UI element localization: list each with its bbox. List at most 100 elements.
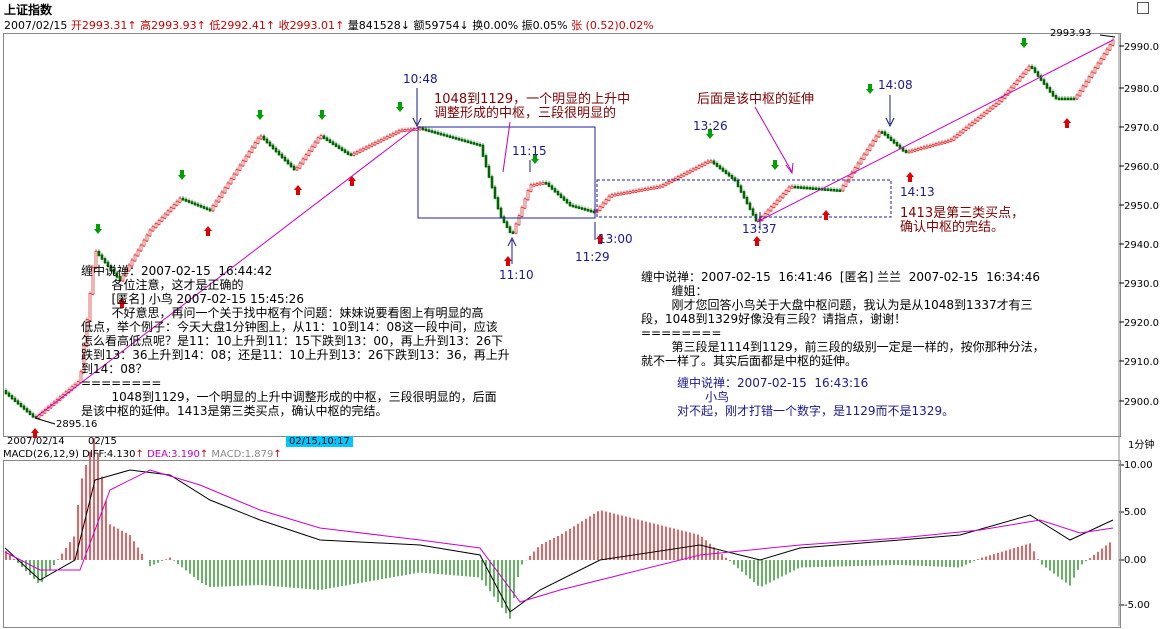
candle-body [499, 207, 503, 218]
candle-body [607, 195, 611, 201]
candle-body [556, 190, 560, 196]
candle-body [238, 164, 242, 171]
candle-body [553, 188, 557, 193]
candle-body [658, 185, 662, 189]
candle-body [661, 184, 665, 188]
macd-value: 1.879 [244, 449, 274, 460]
time-label-1408: 14:08 [878, 78, 913, 92]
candle-body [1096, 62, 1100, 69]
candle-body [637, 189, 641, 193]
candle-body [229, 178, 233, 185]
candle-body [1042, 79, 1046, 85]
candle-body [451, 136, 455, 139]
candle-body [16, 400, 20, 405]
candle-body [82, 345, 86, 373]
axis-tick: 2910.0 [1124, 357, 1159, 368]
candle-body [550, 185, 554, 190]
candle-body [859, 158, 863, 165]
candle-body [424, 128, 428, 132]
candle-body [268, 141, 272, 147]
sell-signal-icon [178, 170, 186, 180]
candle-body [457, 137, 461, 141]
buy-signal-icon [204, 226, 212, 236]
axis-tick: 2900.0 [1124, 397, 1159, 408]
candle-body [877, 131, 881, 138]
macd-panel[interactable] [3, 460, 1121, 628]
candle-body [394, 131, 398, 135]
sell-signal-icon [256, 110, 264, 120]
candle-body [1012, 83, 1016, 89]
trend-line-1 [34, 127, 416, 419]
candle-body [544, 182, 548, 185]
candle-body [961, 129, 965, 134]
reply-body: 对不起，刚才打错一个数字，是1129而不是1329。 [677, 404, 955, 418]
macd-tick: 10.00 [1124, 460, 1153, 471]
candle-body [913, 149, 917, 152]
candle-body [295, 166, 299, 171]
macd-tick: 5.00 [1124, 507, 1147, 518]
candle-body [964, 126, 968, 131]
high-value: 2993.93 [151, 19, 197, 32]
candle-body [208, 208, 212, 212]
buy-signal-icon [31, 428, 39, 438]
candle-body [31, 413, 35, 418]
candle-body [106, 261, 110, 267]
candle-body [856, 162, 860, 169]
diff-line [4, 469, 1114, 613]
candle-body [139, 244, 143, 252]
period-selector[interactable]: 1分钟 [1128, 440, 1155, 451]
candle-body [97, 250, 101, 257]
candle-body [970, 122, 974, 127]
candle-body [28, 410, 32, 415]
candle-body [445, 134, 449, 138]
axis-tick: 2980.0 [1124, 84, 1159, 95]
candle-body [1018, 76, 1022, 82]
candle-body [1030, 65, 1034, 69]
candle-body [262, 135, 266, 141]
candle-body [358, 149, 362, 153]
candle-body [418, 127, 422, 131]
candle-body [616, 193, 620, 196]
candle-body [1081, 85, 1085, 92]
candle-body [823, 188, 827, 191]
candle-body [337, 145, 341, 149]
candle-body [94, 250, 98, 269]
candle-body [928, 145, 932, 148]
candle-body [799, 186, 803, 189]
candle-body [205, 207, 209, 211]
date-label: 2007/02/14 [7, 436, 65, 447]
candle-body [706, 160, 710, 164]
candle-body [448, 135, 452, 138]
candle-body [682, 173, 686, 177]
open-value: 2993.31 [81, 19, 128, 32]
candle-body [481, 144, 485, 157]
maximize-icon[interactable] [1137, 2, 1149, 14]
candle-body [364, 146, 368, 150]
candle-body [88, 293, 92, 321]
axis-tick: 2960.0 [1124, 162, 1159, 173]
candle-body [793, 185, 797, 189]
candle-body [478, 143, 482, 147]
macd-header: MACD(26,12,9) DIFF:4.130↑ DEA:3.190↑ MAC… [3, 449, 282, 460]
candle-body [916, 148, 920, 151]
candle-body [289, 162, 293, 168]
candle-body [850, 171, 854, 178]
sell-signal-icon [318, 110, 326, 120]
candle-body [1069, 97, 1073, 101]
price-chart-panel[interactable] [3, 33, 1121, 437]
candle-body [739, 185, 743, 193]
candle-body [976, 117, 980, 122]
candle-body [508, 226, 512, 233]
candle-body [190, 201, 194, 205]
candle-body [571, 204, 575, 208]
candle-body [1072, 97, 1076, 101]
candle-body [598, 206, 602, 212]
candle-body [736, 179, 740, 188]
time-label-1337: 13:37 [742, 222, 777, 236]
candle-body [490, 176, 494, 189]
reply-header: 缠中说禅：2007-02-15 16:43:16 [677, 376, 869, 390]
candle-body [754, 214, 758, 222]
candle-body [85, 319, 89, 347]
candle-body [583, 208, 587, 211]
